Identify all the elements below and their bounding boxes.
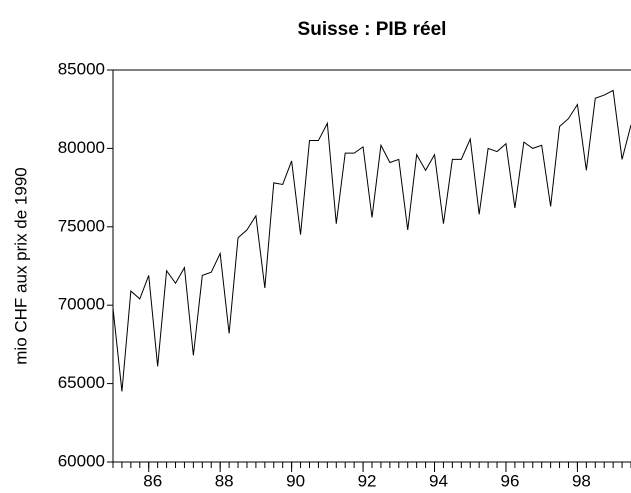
y-tick-label: 60000 xyxy=(58,451,105,470)
x-tick-label: 98 xyxy=(572,471,591,490)
chart-title: Suisse : PIB réel xyxy=(298,19,447,40)
x-tick-label: 88 xyxy=(215,471,234,490)
y-tick-label: 85000 xyxy=(58,59,105,78)
x-tick-label: 92 xyxy=(358,471,377,490)
x-tick-label: 94 xyxy=(429,471,448,490)
y-tick-label: 80000 xyxy=(58,138,105,157)
x-tick-label: 96 xyxy=(501,471,520,490)
y-tick-label: 70000 xyxy=(58,295,105,314)
y-axis-label: mio CHF aux prix de 1990 xyxy=(11,167,30,364)
x-tick-label: 90 xyxy=(286,471,305,490)
x-tick-label: 86 xyxy=(143,471,162,490)
data-line xyxy=(112,89,631,392)
y-tick-label: 65000 xyxy=(58,373,105,392)
y-tick-label: 75000 xyxy=(58,216,105,235)
